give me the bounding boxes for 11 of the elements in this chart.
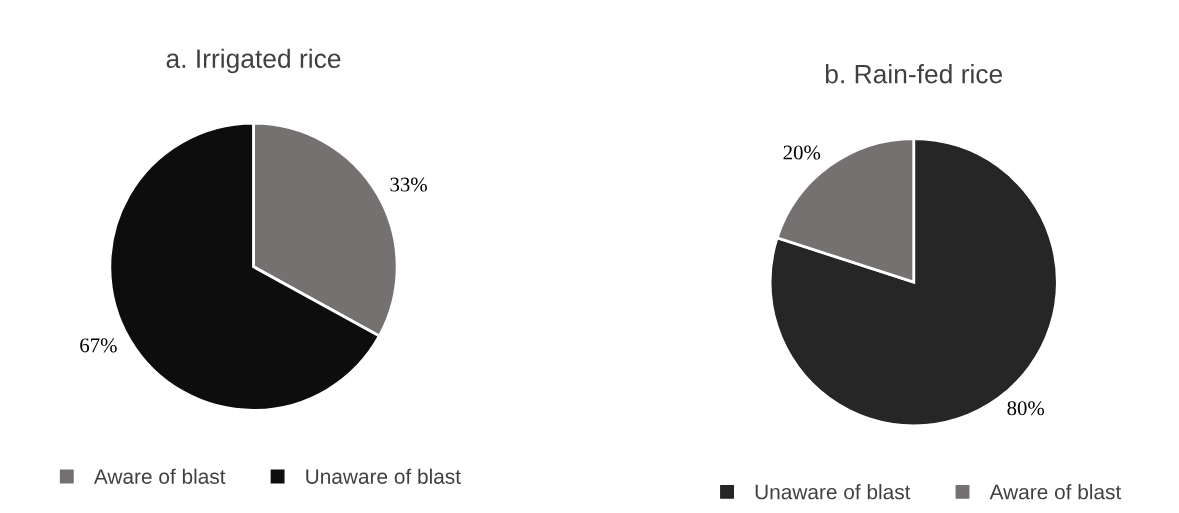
chart-title: b. Rain-fed rice xyxy=(825,64,1003,84)
legend-label: Aware of blast xyxy=(93,468,226,484)
legend-label: Unaware of blast xyxy=(306,468,461,484)
data-label: 67% xyxy=(80,338,117,353)
chart-title: a. Irrigated rice xyxy=(166,48,341,74)
pie-slice xyxy=(768,137,1059,428)
data-label: 80% xyxy=(1007,401,1045,416)
legend-label: Unaware of blast xyxy=(755,484,911,500)
legend-label: Aware of blast xyxy=(989,484,1122,500)
data-label: 33% xyxy=(390,177,427,192)
data-label: 20% xyxy=(783,145,821,160)
